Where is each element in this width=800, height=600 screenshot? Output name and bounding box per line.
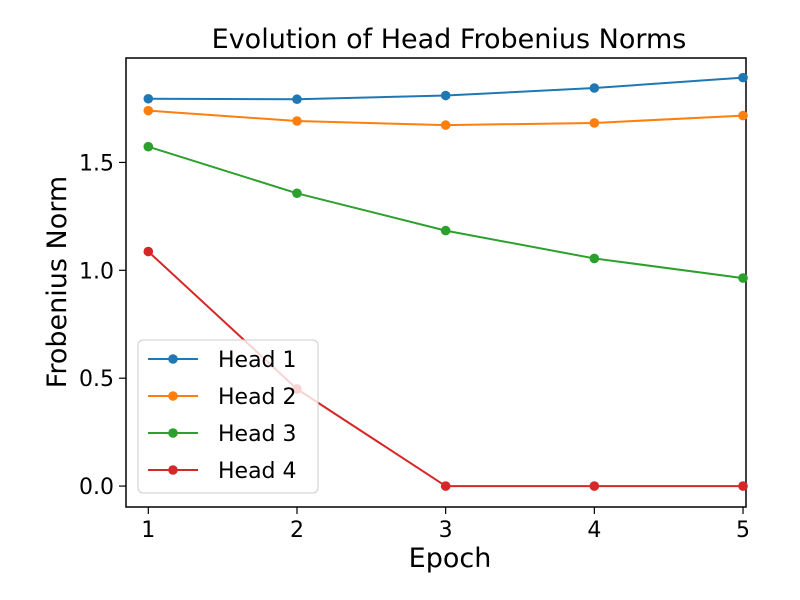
y-tick-label: 1.5: [79, 151, 114, 176]
series-3: [143, 141, 748, 283]
data-point: [440, 481, 451, 491]
y-tick-label: 0.5: [79, 367, 114, 392]
y-axis-ticks: 0.0 0.5 1.0 1.5: [79, 151, 126, 500]
data-point: [738, 481, 748, 491]
data-point: [143, 246, 154, 257]
y-axis-label: Frobenius Norm: [42, 176, 73, 388]
x-axis-label: Epoch: [409, 543, 492, 574]
data-point: [589, 253, 600, 264]
legend-marker-swatch: [168, 391, 178, 401]
legend-item: Head 1: [148, 348, 297, 373]
legend-label: Head 2: [218, 385, 297, 410]
legend-label: Head 1: [218, 348, 297, 373]
data-point: [738, 273, 748, 283]
y-tick-label: 0.0: [79, 475, 114, 500]
data-point: [143, 105, 154, 116]
data-point: [738, 110, 748, 121]
x-tick-label: 2: [290, 518, 304, 543]
data-point: [440, 225, 451, 236]
data-point: [292, 94, 302, 105]
x-tick-label: 3: [439, 518, 453, 543]
data-point: [292, 116, 302, 126]
legend-marker-swatch: [168, 465, 178, 475]
x-tick-label: 4: [587, 518, 601, 543]
legend-box: [137, 339, 319, 494]
x-axis-ticks: 1 2 3 4 5: [141, 507, 750, 543]
data-point: [589, 118, 600, 128]
legend-marker-swatch: [168, 354, 178, 364]
legend-item: Head 3: [148, 422, 297, 447]
data-point: [143, 141, 154, 152]
legend: Head 1 Head 2 Head 3 Head 4: [137, 339, 319, 494]
data-point: [440, 120, 451, 130]
legend-label: Head 4: [218, 459, 297, 484]
legend-item: Head 4: [148, 459, 297, 484]
data-point: [440, 90, 451, 101]
data-point: [143, 93, 154, 104]
x-tick-label: 5: [736, 518, 750, 543]
x-tick-label: 1: [141, 518, 155, 543]
data-point: [589, 481, 600, 491]
chart-title: Evolution of Head Frobenius Norms: [212, 24, 687, 55]
y-tick-label: 1.0: [79, 259, 114, 284]
data-point: [738, 72, 748, 83]
data-point: [589, 83, 600, 93]
series-1: [143, 72, 748, 105]
data-point: [292, 188, 302, 199]
series-2: [143, 105, 748, 130]
legend-label: Head 3: [218, 422, 297, 447]
legend-item: Head 2: [148, 385, 297, 410]
legend-marker-swatch: [168, 428, 178, 438]
